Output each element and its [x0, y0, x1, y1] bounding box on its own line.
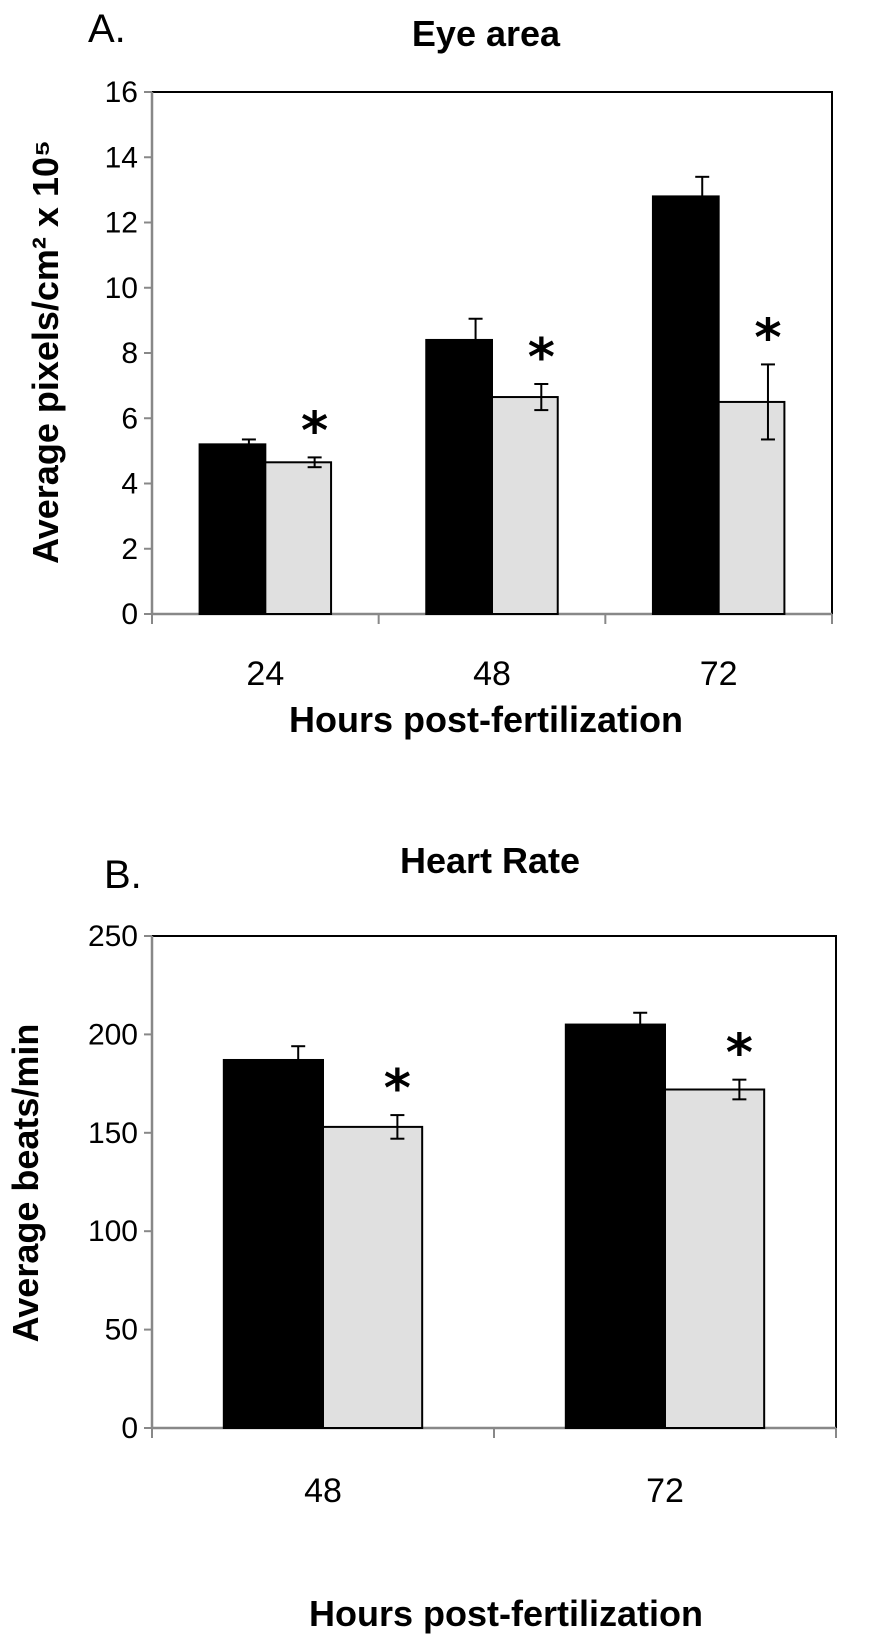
- panel-b-bar: [222, 1058, 325, 1429]
- panel-b-significance-star: *: [726, 1024, 753, 1084]
- panel-a-y-tick-label: 0: [121, 598, 138, 631]
- panel-b-plot: 0 50 100 150 200 250 * 48 * 72: [88, 920, 837, 1510]
- panel-a-category-label: 72: [700, 655, 738, 693]
- panel-b-y-tick-label: 0: [121, 1412, 138, 1445]
- panel-a-bar: [651, 195, 720, 615]
- panel-b-y-tick-label: 150: [88, 1117, 138, 1150]
- panel-a-category-label: 24: [246, 655, 284, 693]
- panel-a-x-axis-title: Hours post-fertilization: [289, 699, 683, 740]
- panel-b-bar: [564, 1023, 667, 1430]
- panel-b-bar: [664, 1088, 766, 1430]
- panel-b-x-axis-title: Hours post-fertilization: [309, 1593, 703, 1634]
- panel-b-significance-star: *: [384, 1059, 411, 1119]
- panel-a-title: Eye area: [412, 13, 561, 54]
- panel-b-y-tick-label: 200: [88, 1018, 138, 1051]
- panel-a-y-tick-label: 16: [105, 76, 138, 109]
- panel-b-category-label: 48: [304, 1472, 342, 1510]
- panel-a-y-tick-label: 12: [105, 207, 138, 240]
- panel-b-label: B.: [104, 853, 142, 897]
- panel-a-y-tick-label: 2: [121, 533, 138, 566]
- panel-b-title: Heart Rate: [400, 840, 580, 881]
- panel-a-bar: [425, 338, 493, 615]
- panel-a-y-tick-label: 6: [121, 402, 138, 435]
- panel-a-label: A.: [88, 7, 126, 51]
- panel-a-significance-star: *: [754, 308, 781, 368]
- panel-a-bar: [491, 396, 559, 616]
- panel-b-bar: [322, 1125, 424, 1429]
- panel-a-y-tick-label: 4: [121, 468, 138, 501]
- panel-b-y-tick-label: 100: [88, 1215, 138, 1248]
- panel-a-significance-star: *: [301, 401, 328, 461]
- panel-a-bar: [717, 400, 786, 615]
- panel-a-y-tick-label: 8: [121, 337, 138, 370]
- panel-b-y-tick-label: 50: [105, 1314, 138, 1347]
- panel-a-category-label: 48: [473, 655, 511, 693]
- panel-a-y-tick-label: 10: [105, 272, 138, 305]
- panel-a-y-axis-title: Average pixels/cm² x 10⁵: [25, 140, 66, 564]
- panel-a-y-tick-label: 14: [105, 141, 138, 174]
- panel-b-y-tick-label: 250: [88, 920, 138, 953]
- panel-a-bar: [198, 443, 267, 615]
- panel-b-y-axis-title: Average beats/min: [5, 1024, 46, 1343]
- panel-a-significance-star: *: [528, 328, 555, 388]
- panel-a-bar: [264, 461, 333, 616]
- panel-b-category-label: 72: [646, 1472, 684, 1510]
